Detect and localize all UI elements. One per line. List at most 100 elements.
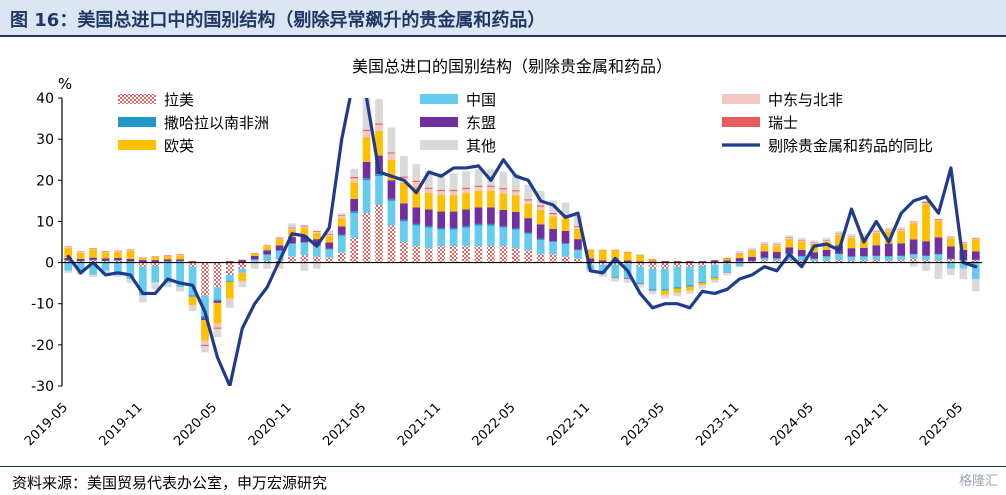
- bar-s6-2019-08: [101, 251, 110, 252]
- bar-s5-2022-01: [462, 188, 470, 194]
- bar-s7-2025-04: [947, 268, 955, 275]
- bar-s5-2022-08: [549, 214, 557, 217]
- bar-s7-2020-09: [263, 262, 271, 269]
- bar-s2-2022-02: [474, 223, 483, 226]
- bar-s7-2019-12: [151, 283, 160, 290]
- bar-s5-2020-11: [288, 228, 296, 230]
- bar-s5-2019-09: [114, 251, 122, 252]
- legend-label-8: 剔除贵金属和药品的同比: [768, 137, 933, 155]
- bar-s0-2023-08: [698, 262, 707, 266]
- bar-s0-2022-08: [549, 254, 557, 263]
- bar-s3-2020-12: [300, 235, 309, 242]
- bar-s3-2024-01: [760, 251, 769, 258]
- bar-s1-2022-09: [561, 244, 570, 257]
- bar-s3-2023-02: [623, 260, 632, 263]
- legend-label-1: 中国: [466, 91, 496, 109]
- bar-s6-2021-08: [400, 176, 408, 178]
- bar-s7-2025-01: [909, 262, 918, 267]
- bar-s0-2019-06: [76, 261, 85, 263]
- bar-s2-2021-02: [325, 248, 334, 250]
- bar-s5-2024-09: [860, 236, 868, 238]
- bar-s7-2023-02: [623, 280, 632, 283]
- bar-s2-2019-06: [76, 260, 85, 262]
- bar-s0-2020-11: [288, 256, 296, 263]
- bar-s6-2021-09: [412, 180, 421, 182]
- bar-s1-2022-02: [474, 225, 483, 247]
- bar-s4-2020-06: [225, 281, 234, 299]
- bar-s3-2023-11: [735, 258, 744, 262]
- bar-s0-2025-06: [971, 260, 980, 263]
- bar-s7-2020-10: [275, 262, 284, 269]
- bar-s5-2024-03: [785, 237, 794, 240]
- bar-s6-2023-10: [723, 258, 731, 259]
- bar-s1-2019-08: [101, 262, 110, 271]
- bar-s4-2020-03: [188, 296, 197, 305]
- bar-s1-2023-09: [710, 264, 719, 277]
- bar-s7-2022-04: [499, 171, 508, 189]
- bar-s3-2020-07: [238, 260, 247, 263]
- bar-s7-2021-05: [362, 98, 371, 130]
- bar-s0-2025-02: [922, 260, 930, 263]
- bar-s6-2019-07: [89, 248, 97, 249]
- bar-s1-2024-03: [785, 253, 794, 261]
- bar-s4-2020-09: [263, 246, 271, 251]
- bar-s4-2020-10: [275, 239, 284, 246]
- bar-s4-2024-01: [760, 245, 769, 252]
- bar-s3-2019-07: [89, 257, 97, 260]
- bar-s4-2023-05: [661, 290, 669, 295]
- bar-s4-2021-12: [449, 195, 458, 212]
- bar-s4-2019-08: [101, 252, 110, 259]
- bar-s3-2022-06: [524, 218, 533, 233]
- bar-s4-2020-08: [250, 253, 259, 256]
- bar-s2-2020-09: [263, 254, 271, 255]
- bar-s4-2019-11: [138, 258, 147, 261]
- bar-s1-2025-01: [909, 254, 918, 259]
- bar-s4-2024-12: [897, 230, 906, 244]
- bar-s3-2020-02: [176, 259, 184, 261]
- bar-s4-2019-10: [126, 250, 135, 259]
- bar-s5-2021-01: [313, 231, 321, 233]
- bar-s6-2025-06: [971, 237, 980, 239]
- bar-s6-2020-12: [300, 225, 309, 227]
- bar-s4-2023-08: [698, 283, 707, 286]
- bar-s5-2020-12: [300, 226, 309, 228]
- bar-s6-2020-09: [263, 244, 271, 246]
- bar-s1-2022-05: [511, 229, 520, 249]
- bar-s6-2021-12: [449, 189, 458, 191]
- bar-s3-2020-01: [163, 259, 172, 262]
- bar-s7-2022-05: [511, 173, 520, 191]
- bar-s4-2021-09: [412, 186, 421, 208]
- bar-s1-2024-05: [810, 258, 819, 261]
- bar-s4-2023-01: [611, 250, 620, 261]
- bar-s6-2022-03: [487, 185, 495, 187]
- bar-s5-2022-07: [536, 206, 545, 210]
- bar-s0-2021-09: [412, 246, 421, 263]
- bar-s7-2023-10: [723, 273, 731, 276]
- bar-s7-2024-04: [797, 237, 806, 240]
- bar-s2-2019-10: [126, 261, 135, 262]
- bar-s2-2025-03: [934, 253, 943, 255]
- bar-s0-2021-08: [400, 242, 408, 263]
- bar-s3-2025-06: [971, 251, 980, 260]
- bar-s3-2021-11: [437, 211, 446, 229]
- bar-s1-2025-02: [922, 255, 930, 261]
- bar-s1-2022-06: [524, 233, 533, 251]
- bar-s7-2024-08: [847, 234, 856, 237]
- bar-s6-2020-11: [288, 227, 296, 229]
- bar-s3-2024-11: [884, 243, 893, 256]
- bar-s6-2023-07: [685, 260, 694, 262]
- bar-s3-2022-01: [462, 209, 470, 226]
- bar-s2-2022-01: [462, 225, 470, 228]
- bar-s5-2019-11: [138, 295, 147, 297]
- bar-s4-2025-04: [947, 238, 955, 247]
- bar-s6-2023-11: [735, 253, 744, 254]
- bar-s4-2021-11: [437, 195, 446, 212]
- bar-s4-2022-06: [524, 203, 533, 219]
- bar-s1-2021-02: [325, 249, 334, 258]
- bar-s5-2023-05: [661, 294, 669, 297]
- bar-s5-2019-06: [76, 251, 85, 253]
- bar-s6-2023-05: [661, 260, 669, 262]
- bar-s7-2024-11: [884, 227, 893, 230]
- bar-s3-2021-08: [400, 203, 408, 220]
